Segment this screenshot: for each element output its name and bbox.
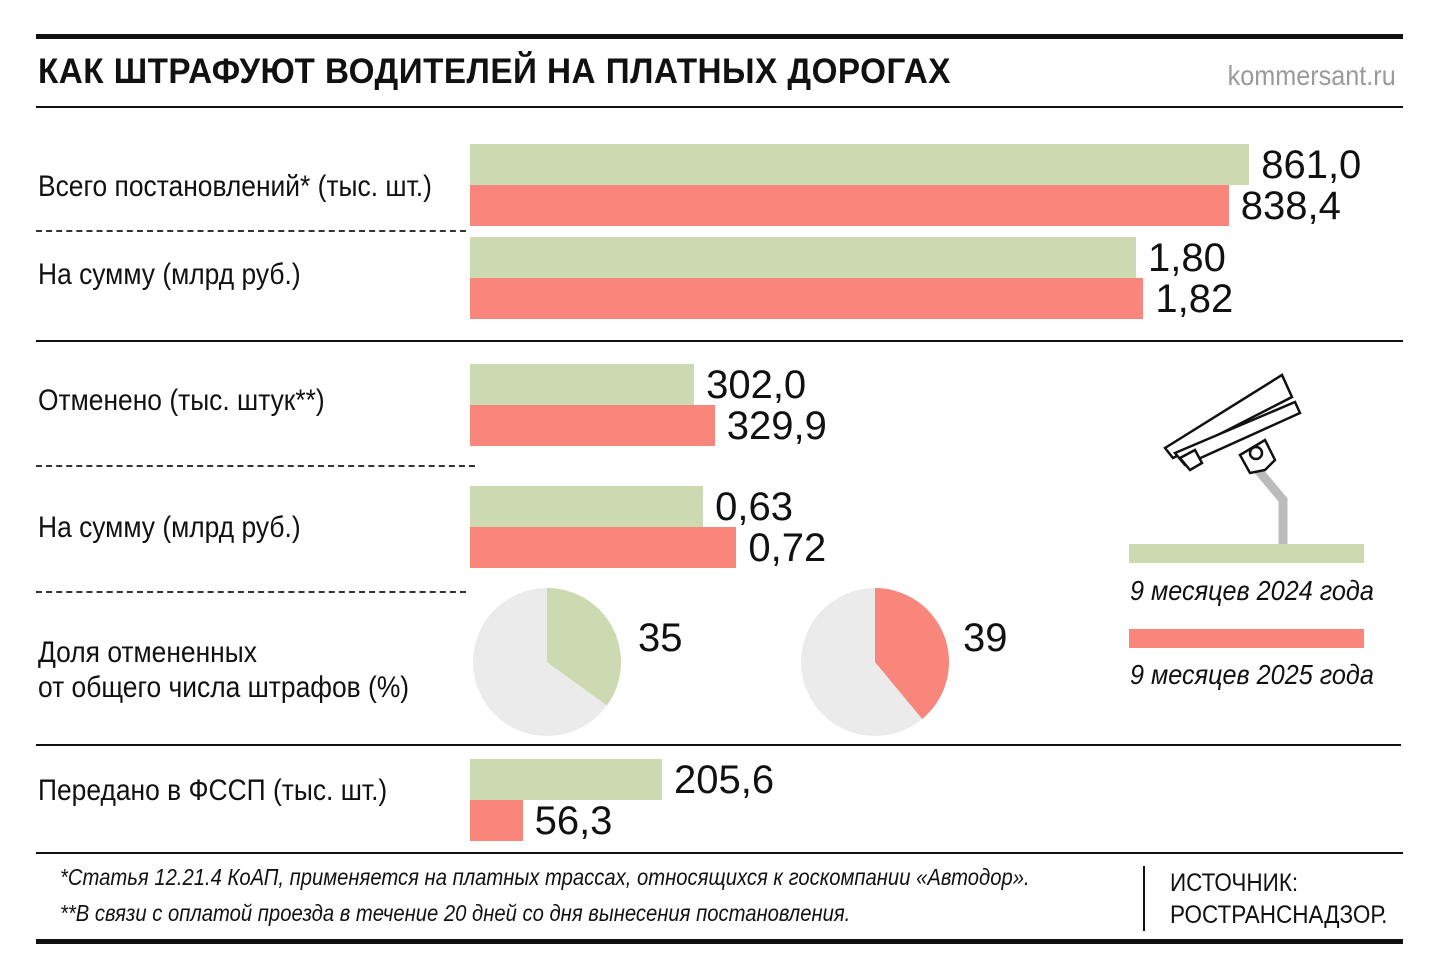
bar-value-label: 0,72: [748, 526, 827, 570]
bar-2025: [470, 405, 715, 446]
divider: [36, 106, 1403, 108]
bar-2025: [470, 527, 737, 568]
pie-value-2024: 35: [638, 616, 683, 660]
bar-2024: [470, 237, 1136, 278]
bar-value-label: 1,80: [1148, 236, 1226, 280]
row-label: Передано в ФССП (тыс. шт.): [38, 774, 388, 807]
legend-swatch-2025: [1129, 629, 1364, 648]
bar-value-label: 861,0: [1261, 143, 1362, 187]
bar-2025: [470, 278, 1144, 319]
bar-2024: [470, 144, 1250, 185]
bar-2024: [470, 364, 695, 405]
bar-value-label: 1,82: [1155, 277, 1234, 321]
legend-label-2024: 9 месяцев 2024 года: [1130, 575, 1374, 606]
surveillance-camera-icon: [1163, 373, 1302, 545]
bar-value-label: 205,6: [674, 758, 775, 802]
bar-2025: [470, 800, 523, 841]
bar-2024: [470, 759, 663, 800]
pie-slice-2024: [547, 588, 621, 706]
dashed-divider: [36, 230, 466, 232]
pie-slice-2025: [875, 588, 949, 720]
source-divider: [1143, 866, 1145, 931]
legend-swatch-2024: [1129, 544, 1364, 563]
pie-value-2025: 39: [963, 616, 1008, 660]
top-rule: [36, 34, 1403, 39]
divider: [36, 340, 1403, 342]
source-name: РОСТРАНСНАДЗОР.: [1170, 901, 1388, 929]
bar-2025: [470, 185, 1229, 226]
row-label: На сумму (млрд руб.): [38, 258, 301, 291]
pie-charts: [473, 588, 949, 736]
pie-label-line2: от общего числа штрафов (%): [38, 671, 410, 704]
bottom-rule: [36, 939, 1403, 944]
site-name: kommersant.ru: [1227, 60, 1396, 91]
footnote-1: *Статья 12.21.4 КоАП, применяется на пла…: [60, 864, 1030, 890]
row-label: Отменено (тыс. штук**): [38, 384, 325, 417]
dashed-divider: [36, 465, 475, 467]
dashed-divider: [36, 591, 466, 593]
footnote-2: **В связи с оплатой проезда в течение 20…: [60, 900, 851, 926]
bar-value-label: 56,3: [534, 799, 613, 843]
divider: [36, 852, 1403, 854]
source-label: ИСТОЧНИК:: [1170, 869, 1299, 897]
bar-value-label: 838,4: [1240, 184, 1341, 228]
row-label: На сумму (млрд руб.): [38, 511, 301, 544]
bar-value-label: 329,9: [726, 404, 827, 448]
pie-label-line1: Доля отмененных: [38, 636, 257, 669]
bar-2024: [470, 486, 704, 527]
bar-value-label: 0,63: [715, 485, 793, 529]
bar-value-label: 302,0: [706, 363, 807, 407]
page-title: КАК ШТРАФУЮТ ВОДИТЕЛЕЙ НА ПЛАТНЫХ ДОРОГА…: [38, 52, 951, 91]
divider: [36, 744, 1401, 746]
legend-label-2025: 9 месяцев 2025 года: [1130, 659, 1374, 690]
row-label: Всего постановлений* (тыс. шт.): [38, 170, 432, 203]
